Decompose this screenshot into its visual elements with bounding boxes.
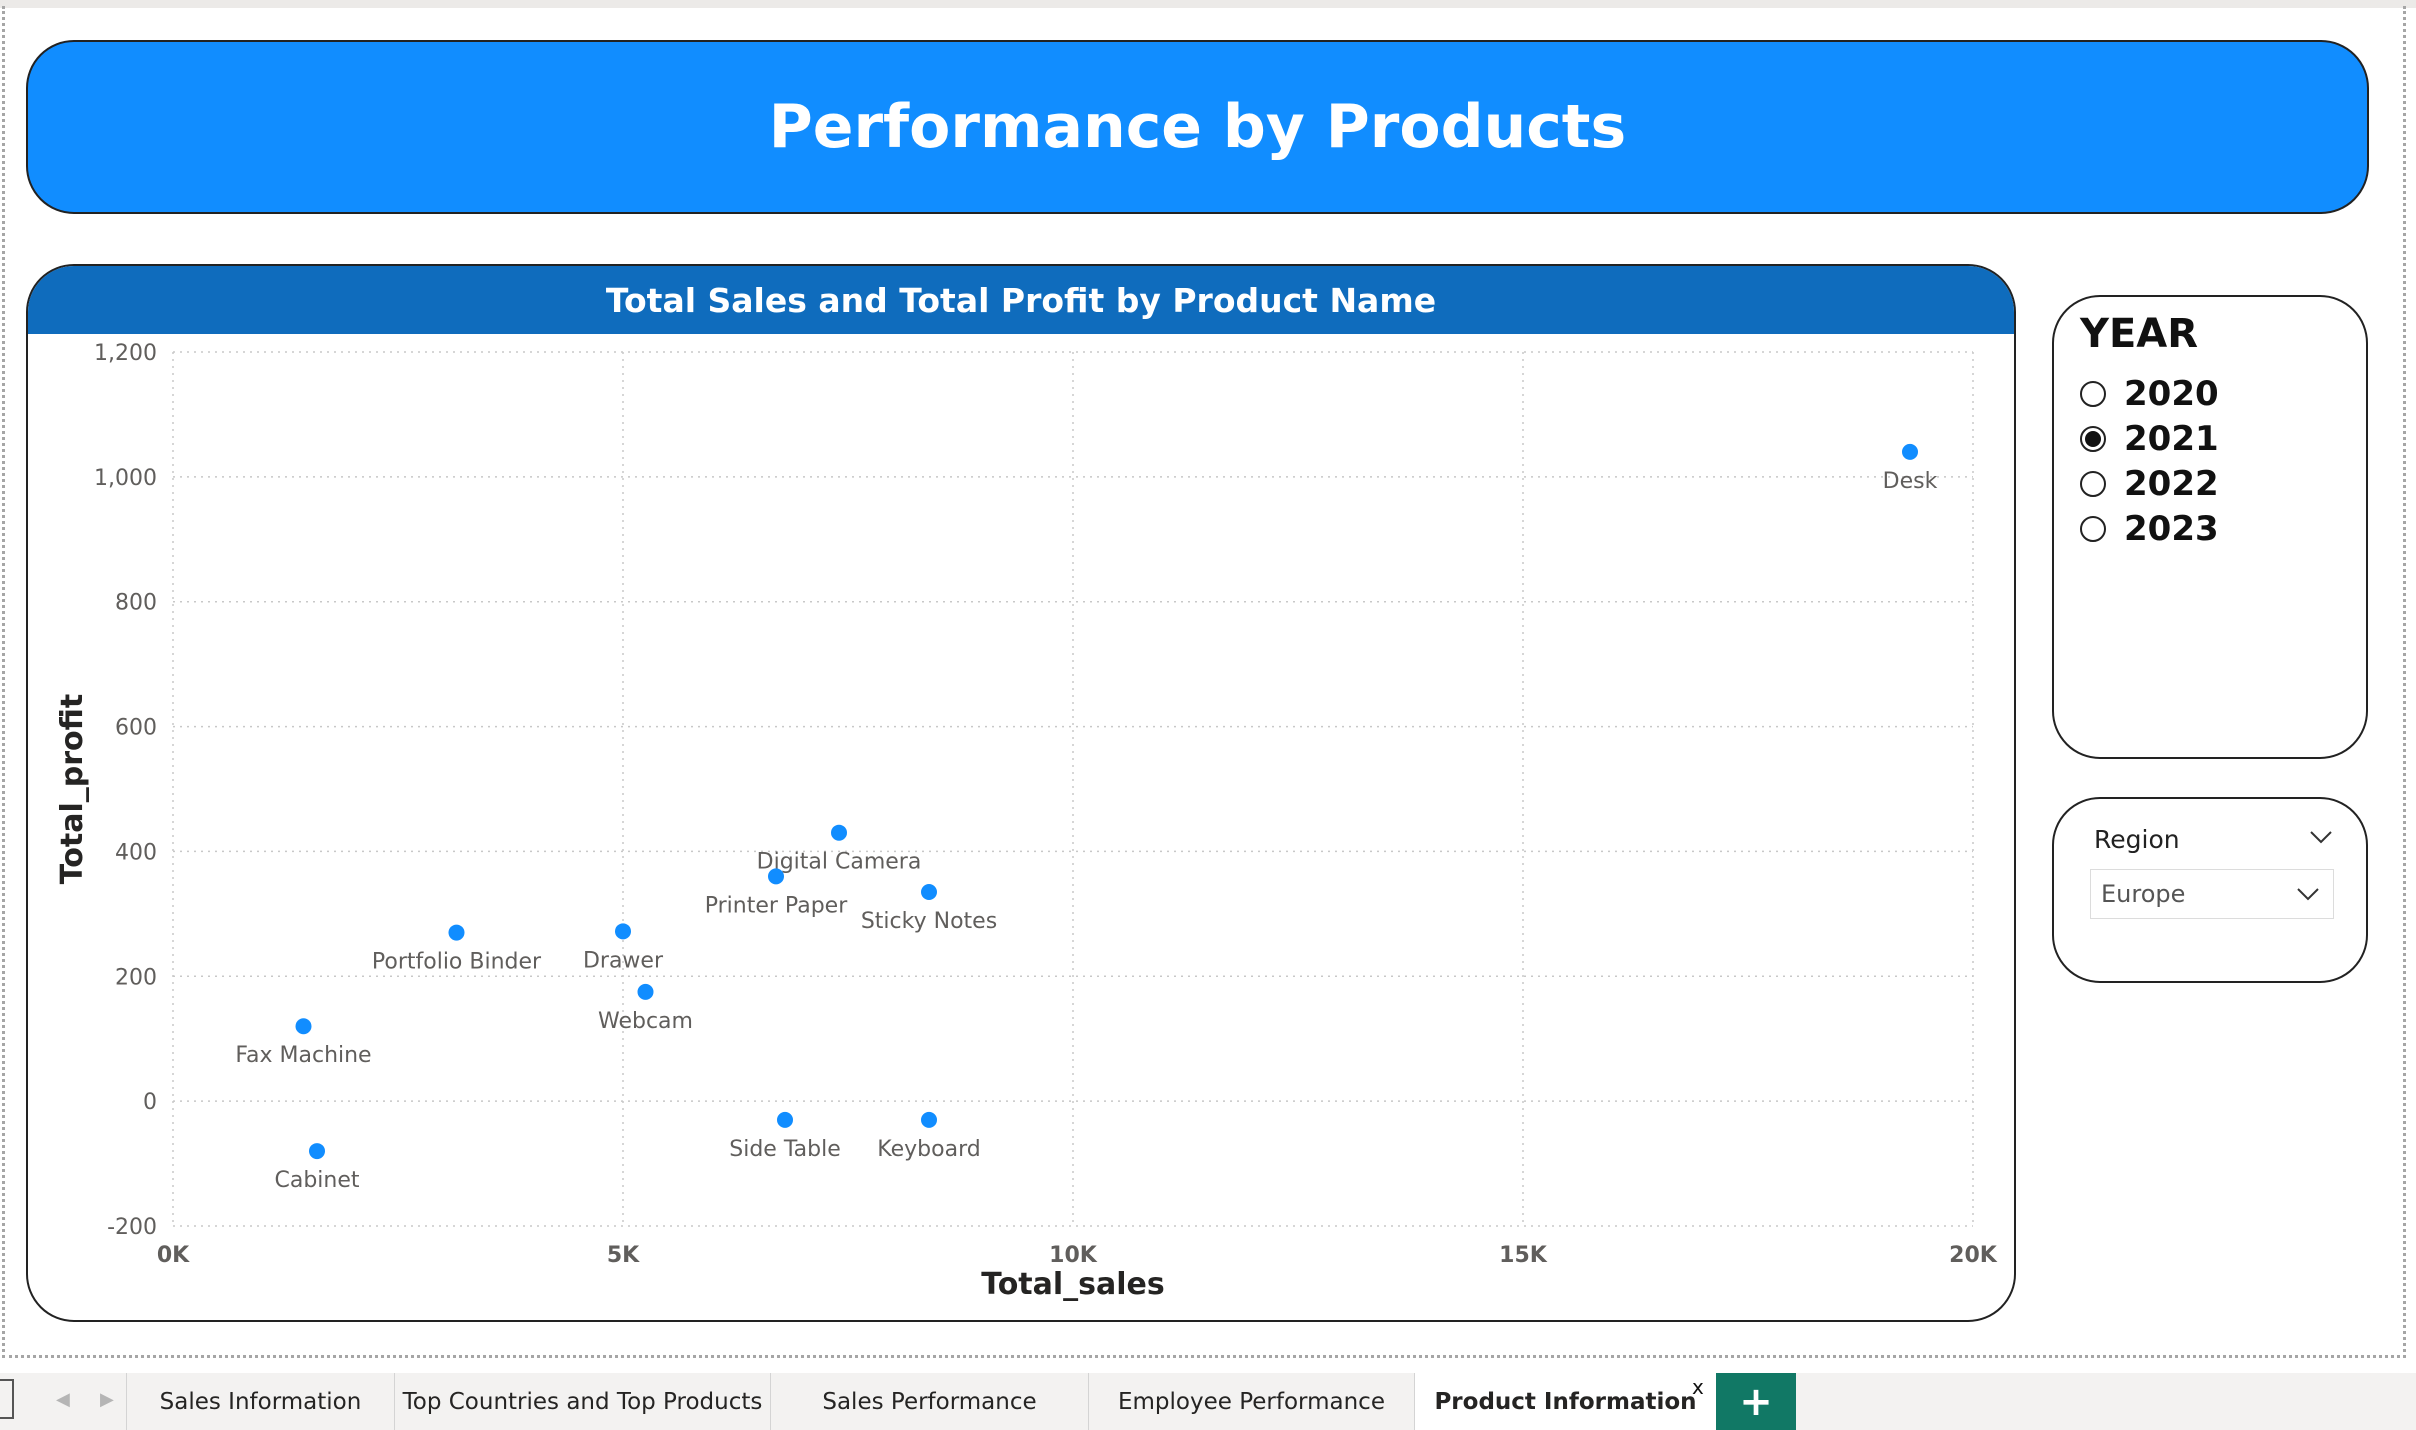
scatter-point [1902,443,1918,460]
year-slicer-title: YEAR [2080,311,2199,357]
year-option-2022[interactable]: 2022 [2080,463,2219,505]
year-option-label: 2021 [2124,419,2219,459]
point-label: Portfolio Binder [372,950,542,975]
y-tick-label: 400 [115,840,157,865]
point-label: Cabinet [274,1168,359,1193]
scatter-point [768,868,784,885]
x-tick-label: 20K [1949,1243,1998,1268]
tab-scroll-left-icon[interactable]: ◀ [56,1389,70,1410]
tab-employee-performance[interactable]: Employee Performance [1088,1373,1414,1430]
scatter-point [295,1018,312,1035]
header-banner: Performance by Products [26,40,2369,214]
x-tick-label: 5K [607,1243,640,1268]
scatter-point [448,924,465,941]
year-option-2023[interactable]: 2023 [2080,508,2219,550]
tab-label: Employee Performance [1118,1388,1385,1415]
tab-label: Sales Performance [822,1388,1037,1415]
y-tick-label: -200 [107,1215,157,1240]
radio-button[interactable] [2080,516,2106,542]
radio-selected-dot [2085,431,2101,447]
year-slicer: YEAR 2020 2021 2022 2023 [2052,295,2368,759]
report-canvas [2,6,2406,1358]
plus-icon: + [1739,1378,1773,1425]
year-option-label: 2023 [2124,509,2219,549]
point-label: Keyboard [877,1137,980,1162]
y-tick-label: 800 [115,591,157,616]
radio-button[interactable] [2080,471,2106,497]
y-tick-label: 0 [143,1090,157,1115]
y-tick-label: 200 [115,965,157,990]
year-option-label: 2022 [2124,464,2219,504]
point-label: Sticky Notes [861,909,997,934]
year-option-label: 2020 [2124,374,2219,414]
scatter-point [921,884,937,901]
chart-header: Total Sales and Total Profit by Product … [28,266,2014,334]
scatter-chart-card[interactable]: -200 0 200 400 600 800 1,000 1,200 0K 5K 10K 15K 20K… [26,264,2016,1322]
x-tick-label: 10K [1049,1243,1098,1268]
point-label: Desk [1883,469,1938,494]
tab-label: Sales Information [159,1388,362,1415]
tab-sales-performance[interactable]: Sales Performance [770,1373,1088,1430]
point-label: Printer Paper [705,893,848,918]
y-tick-label: 1,000 [94,466,157,491]
point-label: Digital Camera [757,850,922,875]
tab-scroll-right-icon[interactable]: ▶ [100,1389,114,1410]
year-option-2020[interactable]: 2020 [2080,373,2219,415]
y-axis-title: Total_profit [55,694,90,884]
tab-product-information[interactable]: Product Information [1414,1373,1716,1430]
x-tick-label: 15K [1499,1243,1548,1268]
scatter-point [637,983,654,1000]
top-strip [0,0,2416,8]
x-axis-title: Total_sales [981,1267,1165,1302]
tab-label: Product Information [1434,1388,1697,1415]
point-label: Webcam [598,1009,693,1034]
point-label: Drawer [583,948,664,973]
region-slicer-title: Region [2094,825,2180,854]
point-label: Side Table [729,1137,840,1162]
tab-sales-information[interactable]: Sales Information [126,1373,394,1430]
page-navigator-icon[interactable] [0,1379,14,1419]
scatter-point [831,824,847,841]
radio-button[interactable] [2080,381,2106,407]
region-dropdown-value: Europe [2101,880,2186,908]
year-option-2021[interactable]: 2021 [2080,418,2219,460]
region-dropdown[interactable]: Europe [2090,869,2334,919]
page-title: Performance by Products [768,92,1627,162]
chevron-down-icon[interactable] [2308,827,2334,847]
scatter-point [309,1143,325,1160]
y-tick-label: 600 [115,716,157,741]
radio-button-selected[interactable] [2080,426,2106,452]
x-tick-label: 0K [157,1243,190,1268]
chart-title: Total Sales and Total Profit by Product … [605,280,1437,320]
page-tab-bar: ◀ ▶ Sales Information Top Countries and … [0,1373,2416,1430]
point-label: Fax Machine [235,1043,371,1068]
tab-top-countries-and-top-products[interactable]: Top Countries and Top Products [394,1373,770,1430]
tab-label: Top Countries and Top Products [402,1388,763,1415]
add-page-button[interactable]: + [1716,1373,1796,1430]
close-tab-icon[interactable]: x [1692,1375,1704,1399]
scatter-chart[interactable]: -200 0 200 400 600 800 1,000 1,200 0K 5K 10K 15K 20K… [28,266,2016,1322]
scatter-point [777,1111,793,1128]
chevron-down-icon [2297,888,2319,901]
y-tick-label: 1,200 [94,341,157,366]
region-slicer: Region Europe [2052,797,2368,983]
scatter-point [615,923,631,940]
scatter-point [921,1111,937,1128]
